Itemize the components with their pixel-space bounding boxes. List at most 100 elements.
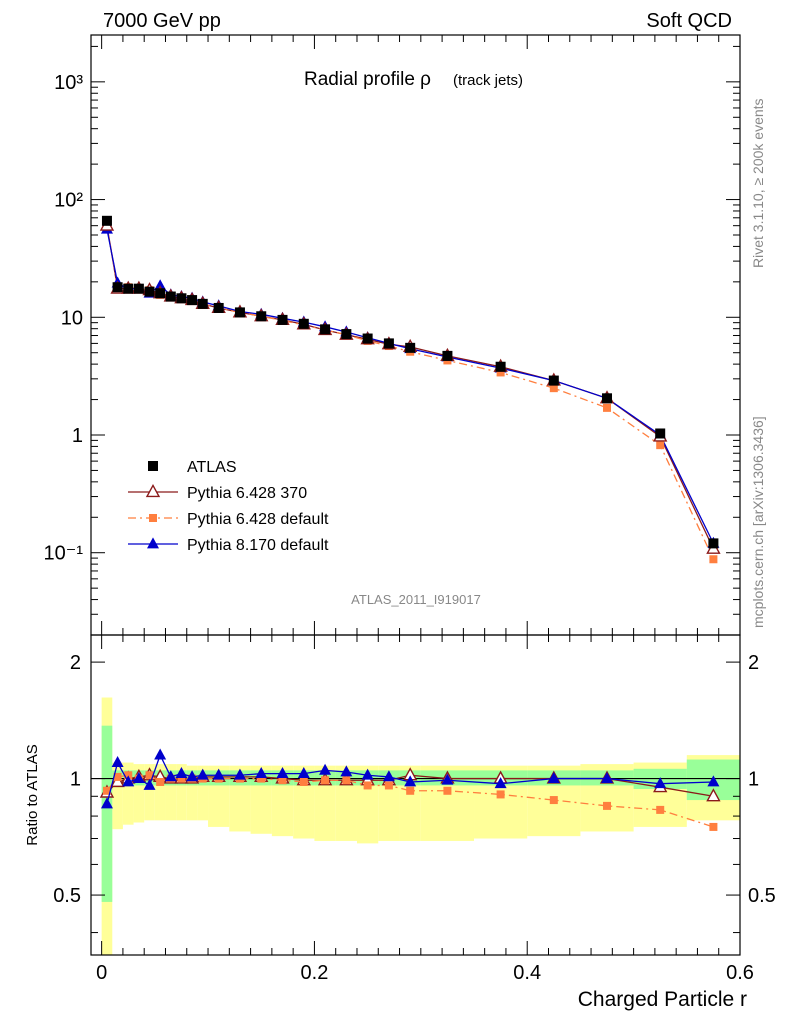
ratio-plot-panel: 0.5 0.5 1 1 2 2 0 0.2 0.4 0.6 — [53, 35, 776, 984]
pythia-8-170-default-ratio-point — [122, 775, 135, 787]
legend-marker — [147, 537, 159, 549]
ratio-y-tick-label-right: 1 — [748, 769, 759, 791]
pythia-6-428-default-point — [496, 368, 505, 377]
atlas-point — [341, 329, 352, 340]
legend-label: Pythia 6.428 370 — [187, 485, 307, 502]
pythia-8-170-default-ratio-point — [319, 763, 332, 775]
atlas-point — [362, 333, 373, 344]
pythia-6-428-default-line — [106, 224, 714, 560]
pythia-6-428-default-ratio-point — [177, 774, 186, 783]
atlas-point — [123, 283, 134, 294]
atlas-point — [101, 215, 112, 226]
pythia-8-170-default-ratio-point — [132, 771, 145, 783]
y-tick-label: 10 — [61, 307, 83, 329]
pythia-8-170-default-ratio-point — [707, 775, 720, 787]
pythia-8-170-default-ratio-point — [212, 768, 225, 780]
atlas-point — [320, 324, 331, 335]
atlas-point — [383, 338, 394, 349]
pythia-8-170-default-ratio-point — [441, 773, 454, 785]
pythia-8-170-default-ratio-point — [100, 797, 113, 809]
legend-entry: ATLAS — [148, 459, 237, 476]
atlas-point — [112, 282, 123, 293]
stat-uncertainty-band — [101, 725, 113, 902]
pythia-8-170-default-ratio-point — [297, 767, 310, 779]
legend-label: Pythia 6.428 default — [187, 511, 329, 528]
total-uncertainty-band — [122, 762, 134, 825]
pythia-8-170-default-ratio-point — [164, 770, 177, 782]
atlas-point — [602, 393, 613, 404]
pythia-8-170-default-ratio-point — [361, 768, 374, 780]
pythia-6-428-default-ratio-point — [603, 801, 612, 810]
x-tick-label: 0 — [96, 962, 107, 984]
atlas-point — [144, 286, 155, 297]
side-label-rivet: Rivet 3.1.10, ≥ 200k events — [750, 98, 766, 268]
pythia-8-170-default-ratio-point — [111, 755, 124, 767]
pythia-8-170-default-ratio-point — [233, 768, 246, 780]
pythia-6-428-default-ratio-point — [278, 776, 287, 785]
y-tick-label: 10⁻¹ — [44, 543, 84, 565]
ratio-y-tick-label: 0.5 — [53, 885, 81, 907]
atlas-point — [234, 307, 245, 318]
ratio-y-tick-label-right: 0.5 — [748, 885, 776, 907]
total-uncertainty-band — [144, 764, 155, 821]
main-title-suffix: (track jets) — [453, 72, 523, 89]
ratio-plot-frame — [90, 634, 741, 956]
atlas-point — [442, 350, 453, 361]
pythia-8-170-default-ratio-point — [186, 770, 199, 782]
pythia-6-428-default-ratio-point — [709, 822, 718, 831]
pythia-6-428-default-ratio-point — [549, 796, 558, 805]
pythia-6-428-370-ratio-point — [706, 788, 721, 802]
atlas-point — [197, 298, 208, 309]
total-uncertainty-band — [133, 764, 145, 823]
main-plot-panel: 10⁻¹ 1 10 10² 10³ ATLAS Pythia 6.428 370 Pythia… — [44, 34, 741, 636]
pythia-6-428-default-ratio-point — [102, 786, 111, 795]
pythia-6-428-default-ratio-point — [321, 776, 330, 785]
atlas-point — [655, 428, 666, 439]
pythia-8-170-default-ratio-point — [601, 771, 614, 783]
pythia-6-428-default-ratio-line — [106, 774, 714, 828]
legend-entry: Pythia 6.428 default — [128, 511, 329, 528]
atlas-point — [708, 538, 719, 549]
x-axis-label: Charged Particle r — [578, 988, 747, 1011]
pythia-8-170-default-ratio-point — [196, 768, 209, 780]
pythia-8-170-default-ratio-line — [106, 753, 714, 805]
pythia-8-170-default-ratio-point — [154, 748, 167, 760]
ratio-y-tick-label-right: 2 — [748, 652, 759, 674]
pythia-6-428-default-ratio-point — [443, 786, 452, 795]
atlas-point — [277, 314, 288, 325]
x-tick-label: 0.4 — [513, 962, 541, 984]
pythia-6-428-default-ratio-point — [124, 771, 133, 780]
pythia-6-428-default-point — [603, 403, 612, 412]
pythia-8-170-default-ratio-point — [175, 767, 188, 779]
pythia-6-428-default-point — [549, 384, 558, 393]
atlas-point — [495, 361, 506, 372]
total-uncertainty-band — [112, 762, 123, 830]
atlas-point — [213, 302, 224, 313]
pythia-8-170-default-ratio-point — [255, 767, 268, 779]
legend-entry: Pythia 8.170 default — [128, 537, 329, 554]
pythia-8-170-default-ratio-point — [404, 775, 417, 787]
ratio-y-tick-label: 2 — [70, 652, 81, 674]
y-tick-label: 1 — [72, 425, 83, 447]
pythia-6-428-default-ratio-point — [257, 774, 266, 783]
legend-label: ATLAS — [187, 459, 237, 476]
legend-marker — [149, 514, 157, 522]
pythia-6-428-default-point — [656, 441, 665, 450]
atlas-point — [155, 288, 166, 299]
pythia-8-170-default-point — [154, 279, 167, 291]
atlas-point — [298, 318, 309, 329]
pythia-8-170-default-ratio-point — [340, 765, 353, 777]
legend-label: Pythia 8.170 default — [187, 537, 329, 554]
header-left: 7000 GeV pp — [103, 10, 221, 32]
pythia-8-170-default-ratio-point — [494, 777, 507, 789]
pythia-6-428-default-ratio-point — [342, 776, 351, 785]
pythia-6-428-default-ratio-point — [299, 777, 308, 786]
atlas-point — [176, 293, 187, 304]
atlas-point — [405, 342, 416, 353]
x-tick-label: 0.2 — [301, 962, 329, 984]
pythia-6-428-default-ratio-point — [145, 771, 154, 780]
legend-marker — [145, 483, 161, 498]
atlas-point — [165, 291, 176, 302]
pythia-6-428-default-ratio-point — [656, 805, 665, 814]
